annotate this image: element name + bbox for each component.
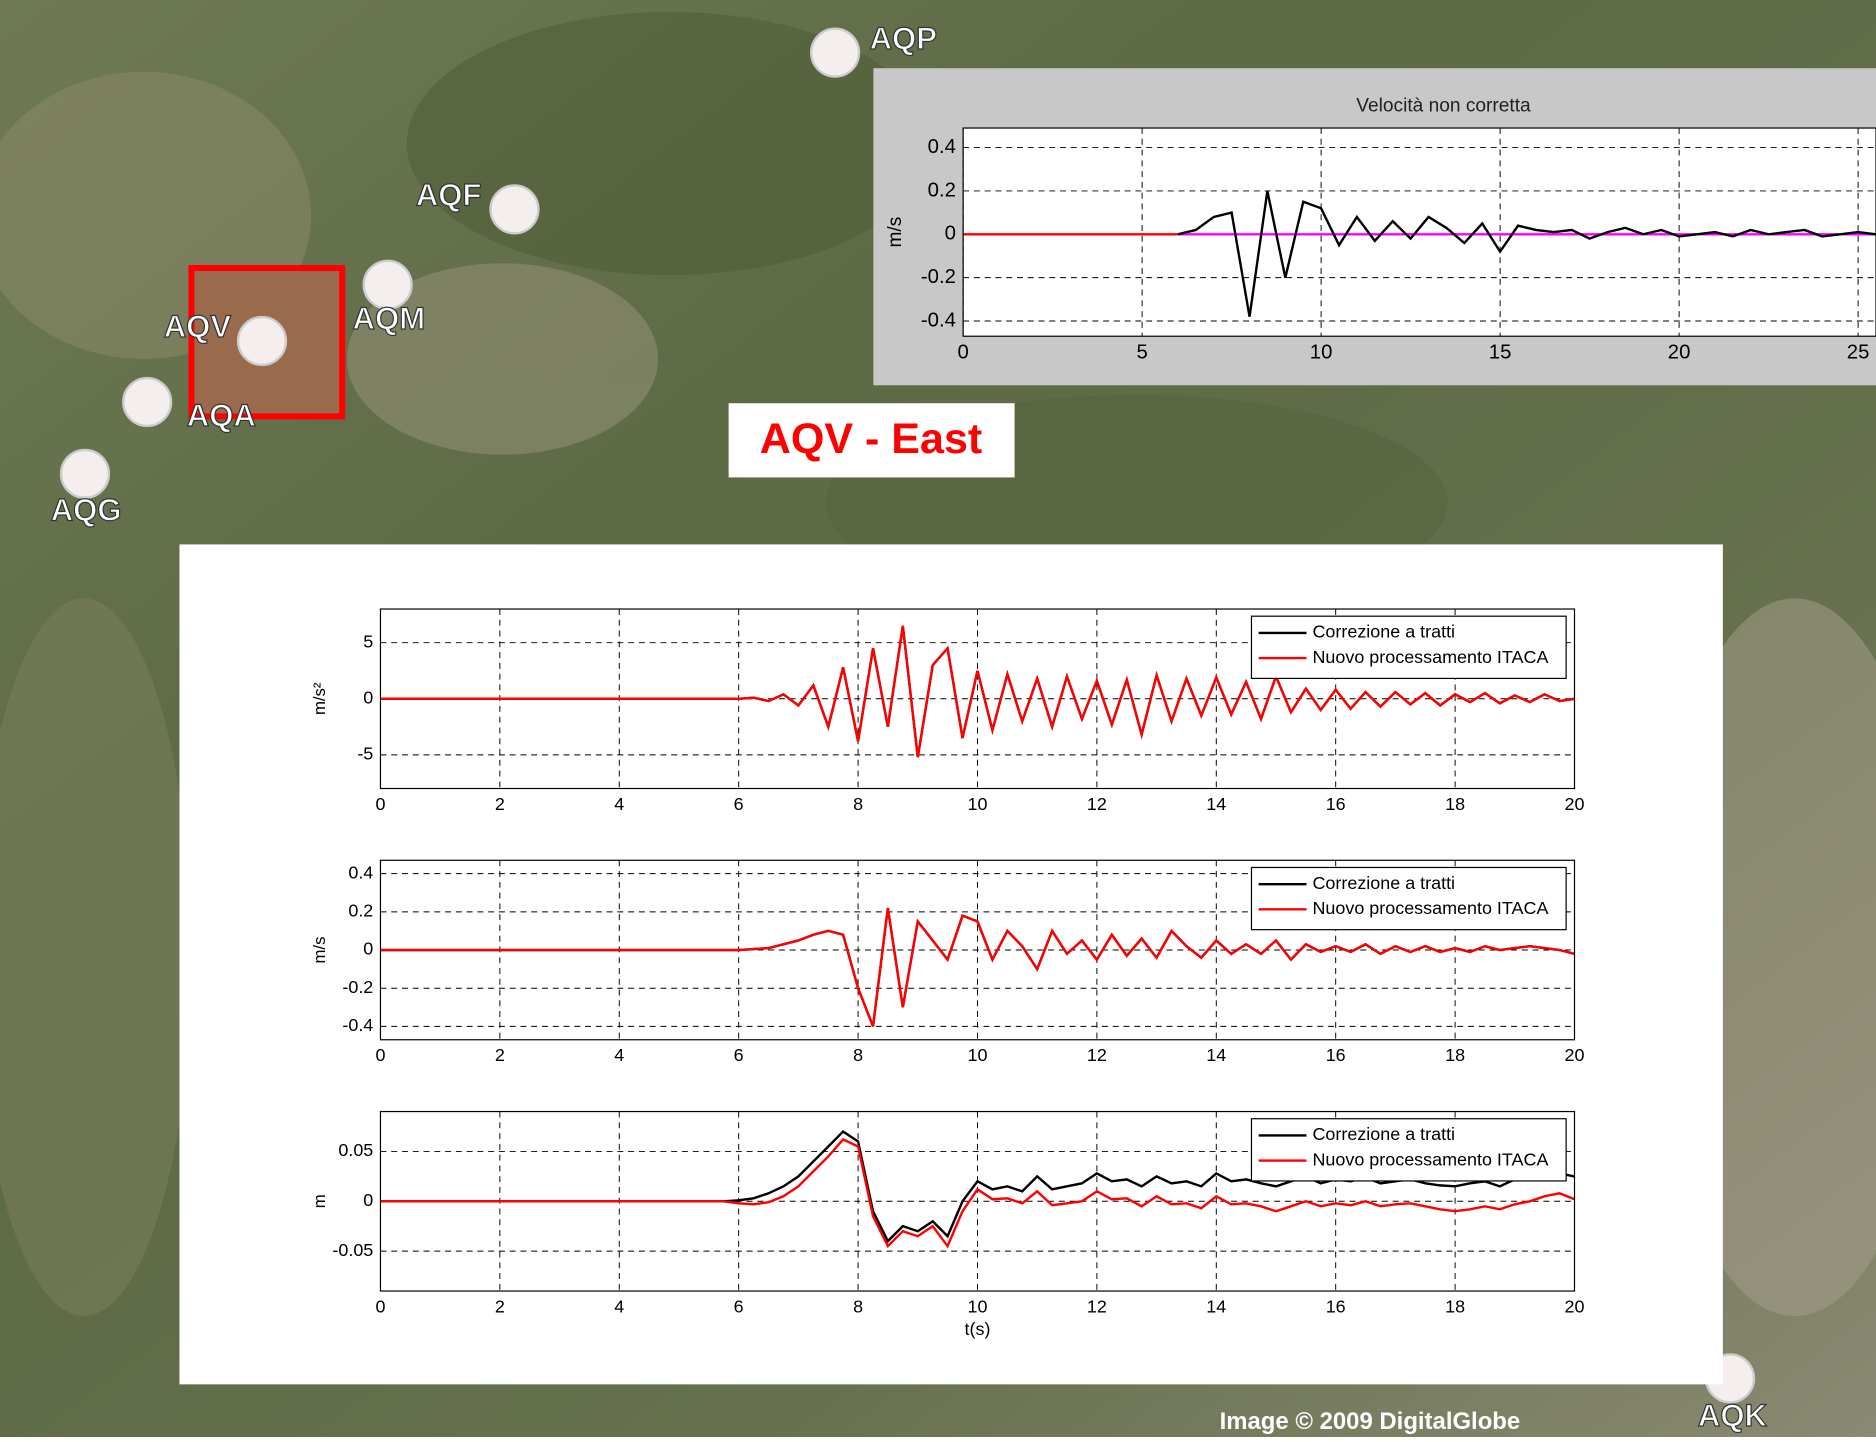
x-tick-label: 10 bbox=[968, 1297, 988, 1317]
x-tick-label: 0 bbox=[375, 1297, 385, 1317]
x-tick-label: 4 bbox=[614, 1045, 624, 1065]
y-tick-label: 0 bbox=[363, 1190, 373, 1210]
station-icons bbox=[59, 27, 1756, 1404]
station-label: AQV bbox=[164, 309, 232, 344]
plot-frame bbox=[379, 1110, 1576, 1292]
x-tick-label: 12 bbox=[1087, 1297, 1107, 1317]
x-tick-label: 15 bbox=[1489, 341, 1512, 363]
y-tick-label: 0 bbox=[363, 939, 373, 959]
legend-box bbox=[1250, 615, 1567, 680]
legend-label: Nuovo processamento ITACA bbox=[1312, 647, 1548, 667]
x-tick-label: 20 bbox=[1668, 341, 1691, 363]
y-axis-label: m/s bbox=[885, 217, 906, 248]
station-labels: AQP AQF AQM AQV AQA AQG AQK bbox=[50, 20, 1768, 1433]
x-tick-label: 18 bbox=[1445, 794, 1465, 814]
x-tick-label: 20 bbox=[1565, 1297, 1585, 1317]
heading-box bbox=[728, 403, 1015, 478]
x-tick-label: 6 bbox=[734, 794, 744, 814]
y-tick-label: 0 bbox=[945, 223, 956, 245]
x-tick-label: 10 bbox=[968, 1045, 988, 1065]
series-line bbox=[380, 907, 1575, 1027]
y-tick-label: 5 bbox=[363, 631, 373, 651]
station-label: AQP bbox=[870, 21, 937, 56]
chart-title: Velocità non corretta bbox=[1356, 96, 1531, 117]
x-tick-label: 16 bbox=[1326, 794, 1346, 814]
x-tick-label: 10 bbox=[968, 794, 988, 814]
legend-label: Correzione a tratti bbox=[1312, 873, 1455, 893]
x-tick-label: 6 bbox=[734, 1045, 744, 1065]
station-label: AQK bbox=[1698, 1398, 1768, 1433]
x-tick-label: 0 bbox=[957, 341, 968, 363]
x-tick-label: 12 bbox=[1087, 1045, 1107, 1065]
plot-frame bbox=[379, 608, 1576, 790]
legend-label: Nuovo processamento ITACA bbox=[1312, 898, 1548, 918]
x-tick-label: 2 bbox=[495, 794, 505, 814]
x-tick-label: 10 bbox=[1310, 341, 1333, 363]
x-tick-label: 20 bbox=[1565, 794, 1585, 814]
y-tick-label: -0.2 bbox=[921, 266, 956, 288]
y-axis-label: m bbox=[310, 1194, 329, 1208]
station-label: AQG bbox=[51, 492, 122, 527]
x-tick-label: 5 bbox=[1136, 341, 1147, 363]
y-tick-label: 0.2 bbox=[928, 179, 956, 201]
x-tick-label: 14 bbox=[1206, 794, 1226, 814]
series-line bbox=[1177, 190, 1876, 317]
y-tick-label: 0.05 bbox=[338, 1140, 373, 1160]
y-tick-label: 0.4 bbox=[348, 862, 373, 882]
y-axis-label: m/s bbox=[310, 937, 329, 964]
legend-box bbox=[1250, 866, 1567, 931]
x-tick-label: 4 bbox=[614, 794, 624, 814]
x-tick-label: 8 bbox=[853, 794, 863, 814]
legend-label: Correzione a tratti bbox=[1312, 1124, 1455, 1144]
x-tick-label: 25 bbox=[1847, 341, 1870, 363]
y-tick-label: 0 bbox=[363, 687, 373, 707]
y-tick-label: -0.4 bbox=[342, 1015, 373, 1035]
y-tick-label: -0.05 bbox=[332, 1240, 373, 1260]
y-axis-label: m/s² bbox=[310, 682, 329, 715]
x-tick-label: 2 bbox=[495, 1045, 505, 1065]
plot-frame bbox=[962, 127, 1876, 337]
legend-box bbox=[1250, 1118, 1567, 1182]
legend-label: Nuovo processamento ITACA bbox=[1312, 1149, 1548, 1169]
x-tick-label: 8 bbox=[853, 1045, 863, 1065]
x-tick-label: 0 bbox=[375, 1045, 385, 1065]
x-tick-label: 14 bbox=[1206, 1045, 1226, 1065]
y-tick-label: -5 bbox=[357, 744, 373, 764]
y-tick-label: 0.4 bbox=[928, 136, 956, 158]
x-axis-label: t(s) bbox=[965, 1319, 991, 1339]
image-credit: Image © 2009 DigitalGlobe bbox=[1220, 1408, 1521, 1435]
series-line bbox=[380, 625, 1575, 758]
x-tick-label: 16 bbox=[1326, 1045, 1346, 1065]
x-tick-label: 20 bbox=[1565, 1045, 1585, 1065]
station-label: AQF bbox=[416, 178, 482, 213]
station-label: AQM bbox=[353, 301, 426, 336]
x-tick-label: 2 bbox=[495, 1297, 505, 1317]
x-tick-label: 12 bbox=[1087, 794, 1107, 814]
heading: AQV - East bbox=[760, 415, 983, 463]
y-tick-label: -0.4 bbox=[921, 309, 956, 331]
x-tick-label: 8 bbox=[853, 1297, 863, 1317]
x-tick-label: 16 bbox=[1326, 1297, 1346, 1317]
x-tick-label: 6 bbox=[734, 1297, 744, 1317]
y-tick-label: -0.2 bbox=[342, 977, 373, 997]
x-tick-label: 14 bbox=[1206, 1297, 1226, 1317]
x-tick-label: 0 bbox=[375, 794, 385, 814]
x-tick-label: 18 bbox=[1445, 1045, 1465, 1065]
legend-label: Correzione a tratti bbox=[1312, 622, 1455, 642]
series-line bbox=[380, 1137, 1575, 1249]
x-tick-label: 18 bbox=[1445, 1297, 1465, 1317]
y-tick-label: 0.2 bbox=[348, 901, 373, 921]
plot-area bbox=[963, 128, 1876, 337]
plot-frame bbox=[379, 859, 1576, 1041]
station-label: AQA bbox=[187, 398, 256, 433]
x-tick-label: 4 bbox=[614, 1297, 624, 1317]
